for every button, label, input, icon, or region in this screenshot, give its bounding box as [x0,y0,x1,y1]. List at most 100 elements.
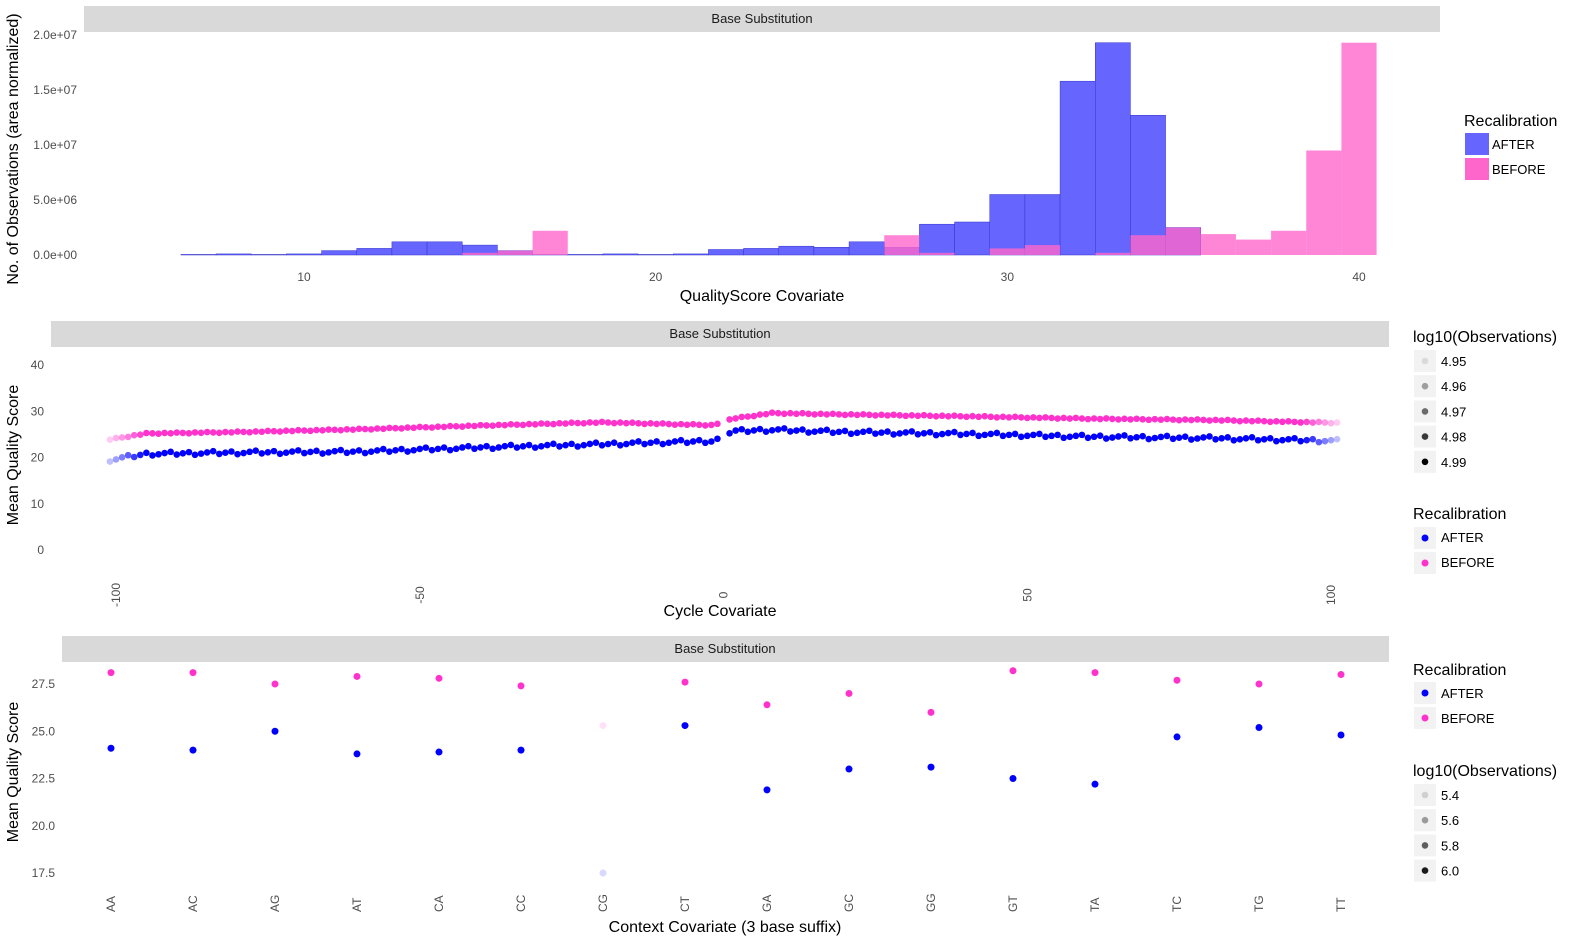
point-after [1266,434,1274,442]
point-after [811,428,818,435]
x-axis-ticks: AA AC AG AT CA CC CG CT GA GC GG GT TA TC TG TT [104,893,1348,912]
point-after [130,453,138,461]
point-after [1224,434,1232,441]
point-before [1145,416,1153,424]
point-after [155,450,162,458]
point-after [355,447,363,454]
x-tick-label: AG [268,895,282,912]
x-tick-label: TT [1334,897,1348,912]
point-before [288,427,296,435]
point-before [1173,676,1181,684]
bar-before [989,248,1025,255]
point-after [556,443,563,450]
point-after [1254,436,1262,444]
point-after [435,748,443,756]
point-before [264,427,272,435]
x-tick-label: AC [186,895,200,912]
point-before [337,426,345,434]
point-before [434,423,442,430]
point-before [1206,417,1213,424]
point-after [1054,431,1061,439]
point-before [695,421,703,429]
point-before [507,421,515,428]
point-before [349,426,357,433]
point-before [189,669,197,677]
point-after [507,441,515,449]
point-before [361,425,369,433]
legend-label: 4.96 [1441,379,1466,394]
point-before [319,427,326,434]
point-after [380,445,387,453]
point-after [562,441,569,449]
point-before [477,421,484,429]
y-axis-title: Mean Quality Score [5,702,22,843]
bar-before [1235,239,1272,255]
bar-after [602,253,639,256]
legend-label: 5.4 [1441,788,1459,803]
point-before [835,411,843,418]
point-after [197,450,205,457]
point-before [149,430,156,437]
point-after [471,445,478,453]
point-after [1005,431,1013,439]
point-after [768,427,776,434]
point-before [471,422,478,430]
point-after [294,447,302,454]
point-after [1163,432,1171,440]
legend-label-after: AFTER [1441,530,1484,545]
point-before [228,429,235,436]
point-after [805,429,812,436]
point-after [149,452,156,459]
point-after [902,429,910,436]
point-after [604,440,612,448]
point-after [270,447,278,455]
point-after [896,430,903,437]
point-before [107,669,115,677]
point-after [209,447,217,455]
point-before [762,410,770,418]
point-before [1315,418,1323,426]
point-after [1200,434,1207,441]
point-before [1236,417,1244,425]
legend-title: Recalibration [1413,662,1506,679]
point-before [197,429,205,437]
point-before [106,436,114,443]
point-before [373,425,381,432]
point-after [780,425,788,432]
point-after [629,439,636,447]
point-after [513,444,521,451]
point-before [1273,417,1280,425]
point-after [1145,435,1153,443]
point-before [732,415,739,422]
point-after [537,443,545,450]
point-after [598,441,606,449]
point-before [653,420,660,428]
point-before [927,708,935,716]
point-after [1060,434,1067,442]
point-before [343,426,351,433]
point-after [1303,436,1310,444]
legend-key [1421,382,1429,390]
point-after [264,448,272,456]
point-before [756,411,764,418]
point-before [1109,415,1116,423]
point-before [562,420,569,427]
point-after [1048,432,1055,440]
point-before [446,422,454,430]
x-tick-label: CG [596,894,610,912]
point-before [683,421,691,429]
y-tick-label: 40 [31,358,45,372]
point-before [726,416,733,423]
point-after [288,448,296,455]
point-after [319,450,326,457]
point-before [914,412,922,420]
bar-after [1095,42,1131,256]
bar-after [848,241,885,256]
point-before [465,422,472,430]
point-after [307,448,314,456]
point-after [215,450,223,458]
point-after [866,427,873,435]
point-after [1175,434,1183,442]
legend-title: Recalibration [1413,506,1506,523]
point-before [282,427,290,435]
